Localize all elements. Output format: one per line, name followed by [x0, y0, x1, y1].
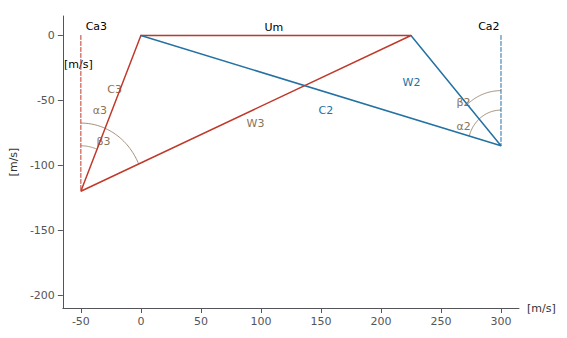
svg-text:Ca2: Ca2	[478, 20, 499, 33]
svg-text:[m/s]: [m/s]	[64, 58, 93, 71]
svg-text:β2: β2	[457, 96, 471, 109]
svg-text:300: 300	[490, 315, 511, 328]
svg-text:-100: -100	[30, 159, 55, 172]
svg-text:-50: -50	[37, 94, 55, 107]
svg-text:W2: W2	[403, 76, 421, 89]
svg-text:50: 50	[194, 315, 208, 328]
svg-text:β3: β3	[96, 135, 111, 149]
svg-text:C3: C3	[107, 83, 122, 97]
svg-text:α2: α2	[457, 120, 471, 133]
svg-text:-50: -50	[72, 315, 90, 328]
svg-text:[m/s]: [m/s]	[7, 148, 20, 177]
svg-text:150: 150	[310, 315, 331, 328]
svg-text:-200: -200	[30, 289, 55, 302]
svg-text:W3: W3	[247, 117, 265, 130]
svg-text:C2: C2	[319, 104, 334, 117]
svg-text:Ca3: Ca3	[86, 20, 107, 33]
svg-text:0: 0	[48, 29, 55, 42]
svg-text:[m/s]: [m/s]	[527, 302, 556, 315]
svg-text:α3: α3	[93, 104, 107, 117]
svg-text:250: 250	[430, 315, 451, 328]
svg-text:200: 200	[370, 315, 391, 328]
svg-text:-150: -150	[30, 224, 55, 237]
svg-text:Um: Um	[265, 21, 284, 34]
svg-text:100: 100	[250, 315, 271, 328]
svg-text:0: 0	[137, 315, 144, 328]
